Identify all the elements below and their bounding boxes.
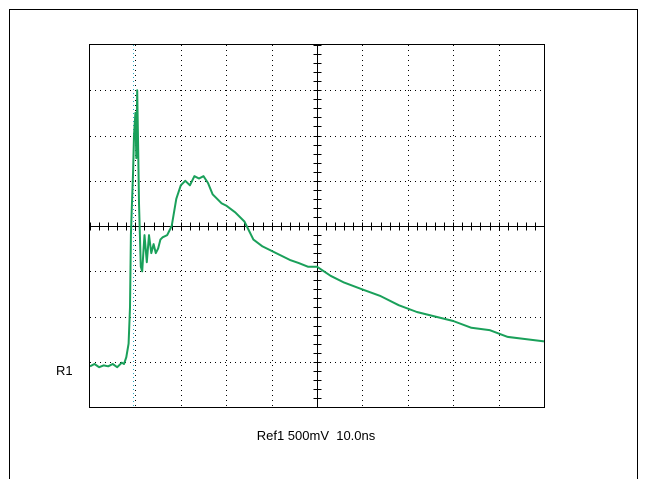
waveform-layer (89, 89, 545, 369)
scope-caption: Ref1 500mV 10.0ns (256, 428, 376, 443)
reference-label: R1 (56, 363, 73, 378)
plot-border (89, 44, 545, 408)
graticule-grid (90, 45, 545, 408)
waveform-trace (89, 89, 545, 369)
